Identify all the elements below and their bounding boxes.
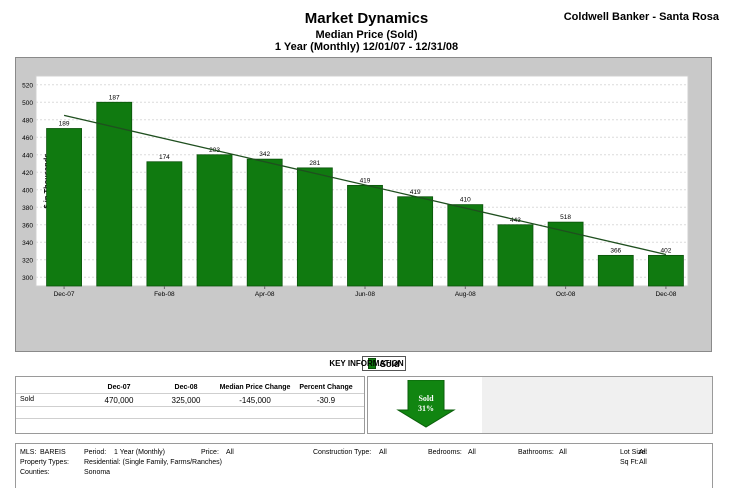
x-tick-label: Aug-08 [455,291,476,298]
trend-line [63,114,667,256]
cell-dec-07: 470,000 [104,396,134,405]
y-tick-label: 380 [22,205,33,212]
table-divider [16,418,364,419]
data-label: 174 [159,154,170,161]
bar-mar-08 [196,154,233,287]
bar-oct-08 [547,221,584,287]
data-label: 419 [410,189,421,196]
bar-nov-08 [597,254,634,287]
y-tick-label: 360 [22,222,33,229]
table-divider [16,406,364,407]
bar-jun-08 [347,184,383,287]
price-label: Price: [201,449,219,456]
data-label: 402 [660,247,671,254]
y-tick-label: 460 [22,135,33,142]
bar-sep-08 [497,224,534,287]
x-tick-label: Apr-08 [255,291,275,298]
y-tick-label: 420 [22,170,33,177]
bar-jul-08 [397,196,434,287]
x-tick-label: Dec-07 [54,291,75,298]
bathrooms-label: Bathrooms: [518,449,554,456]
y-tick-label: 400 [22,187,33,194]
y-tick-label: 440 [22,152,33,159]
cell-dec-08: 325,000 [171,396,201,405]
bar-dec-08 [648,254,684,287]
legend-swatch-sold [368,358,376,369]
y-tick-label: 520 [22,82,33,89]
arrow-label-percent: 31% [418,404,434,413]
sq-ft-value: All [639,459,647,466]
data-label: 342 [259,151,270,158]
page-title: Market Dynamics [304,10,429,27]
table-divider [16,393,364,394]
data-label: 281 [309,160,320,167]
bar-jan-08 [96,101,133,287]
bar-aug-08 [447,204,484,287]
change-indicator-panel: Sold 31% [367,376,713,434]
y-tick-label: 500 [22,100,33,107]
lot-size-value: All [639,449,647,456]
bar-feb-08 [146,161,183,287]
period-value: 1 Year (Monthly) [114,449,165,456]
subtitle-period: 1 Year (Monthly) 12/01/07 - 12/31/08 [274,41,459,53]
header-percent-change: Percent Change [299,384,353,391]
counties-value: Sonoma [84,469,111,476]
bar-may-08 [296,167,333,287]
header-dec-08: Dec-08 [174,384,198,391]
page-subtitle: Median Price (Sold) 1 Year (Monthly) 12/… [0,29,733,53]
x-tick-label: Oct-08 [556,291,576,298]
bar-apr-08 [246,158,283,287]
data-label: 187 [109,94,120,101]
property-types-value: Residential: (Single Family, Farms/Ranch… [84,459,222,466]
bathrooms-value: All [559,449,567,456]
period-label: Period: [84,449,107,456]
cell-median-price-change: -145,000 [239,396,271,405]
y-tick-label: 480 [22,117,33,124]
row-label-sold: Sold [20,396,35,403]
change-indicator: Sold 31% [368,377,482,433]
counties-label: Counties: [20,469,50,476]
construction-type-value: All [379,449,387,456]
x-tick-label: Dec-08 [655,291,676,298]
data-label: 419 [360,177,371,184]
arrow-label-sold: Sold [418,394,434,403]
mls-label: MLS: [20,449,37,456]
cell-percent-change: -30.9 [316,396,336,405]
mls-value: BAREIS [40,449,66,456]
key-information-table: Dec-07 Dec-08 Median Price Change Percen… [15,376,365,434]
price-value: All [226,449,234,456]
sq-ft-label: Sq Ft: [620,459,639,466]
lot-size-label: Lot Size: [620,449,648,456]
data-label: 189 [59,121,70,128]
data-label: 410 [460,197,471,204]
bedrooms-label: Bedrooms: [428,449,462,456]
legend-label-sold: Sold [380,358,400,369]
down-arrow-icon [396,380,456,428]
subtitle-metric: Median Price (Sold) [315,29,418,41]
brokerage-name: Coldwell Banker - Santa Rosa [563,11,719,23]
search-criteria-box: MLS: BAREIS Period: 1 Year (Monthly) Pri… [15,443,713,488]
property-types-label: Property Types: [20,459,69,466]
data-label: 518 [560,214,571,221]
bedrooms-value: All [468,449,476,456]
header-median-price-change: Median Price Change [219,384,291,391]
y-tick-label: 300 [22,275,33,282]
key-information-title: KEY INFORMATION [329,359,404,368]
chart-legend: Sold [362,356,406,371]
y-tick-label: 340 [22,240,33,247]
y-tick-label: 320 [22,257,33,264]
x-tick-label: Feb-08 [154,291,175,298]
data-label: 366 [610,247,621,254]
header-dec-07: Dec-07 [107,384,131,391]
bar-dec-07 [46,128,82,287]
construction-type-label: Construction Type: [313,449,372,456]
x-tick-label: Jun-08 [355,291,375,298]
